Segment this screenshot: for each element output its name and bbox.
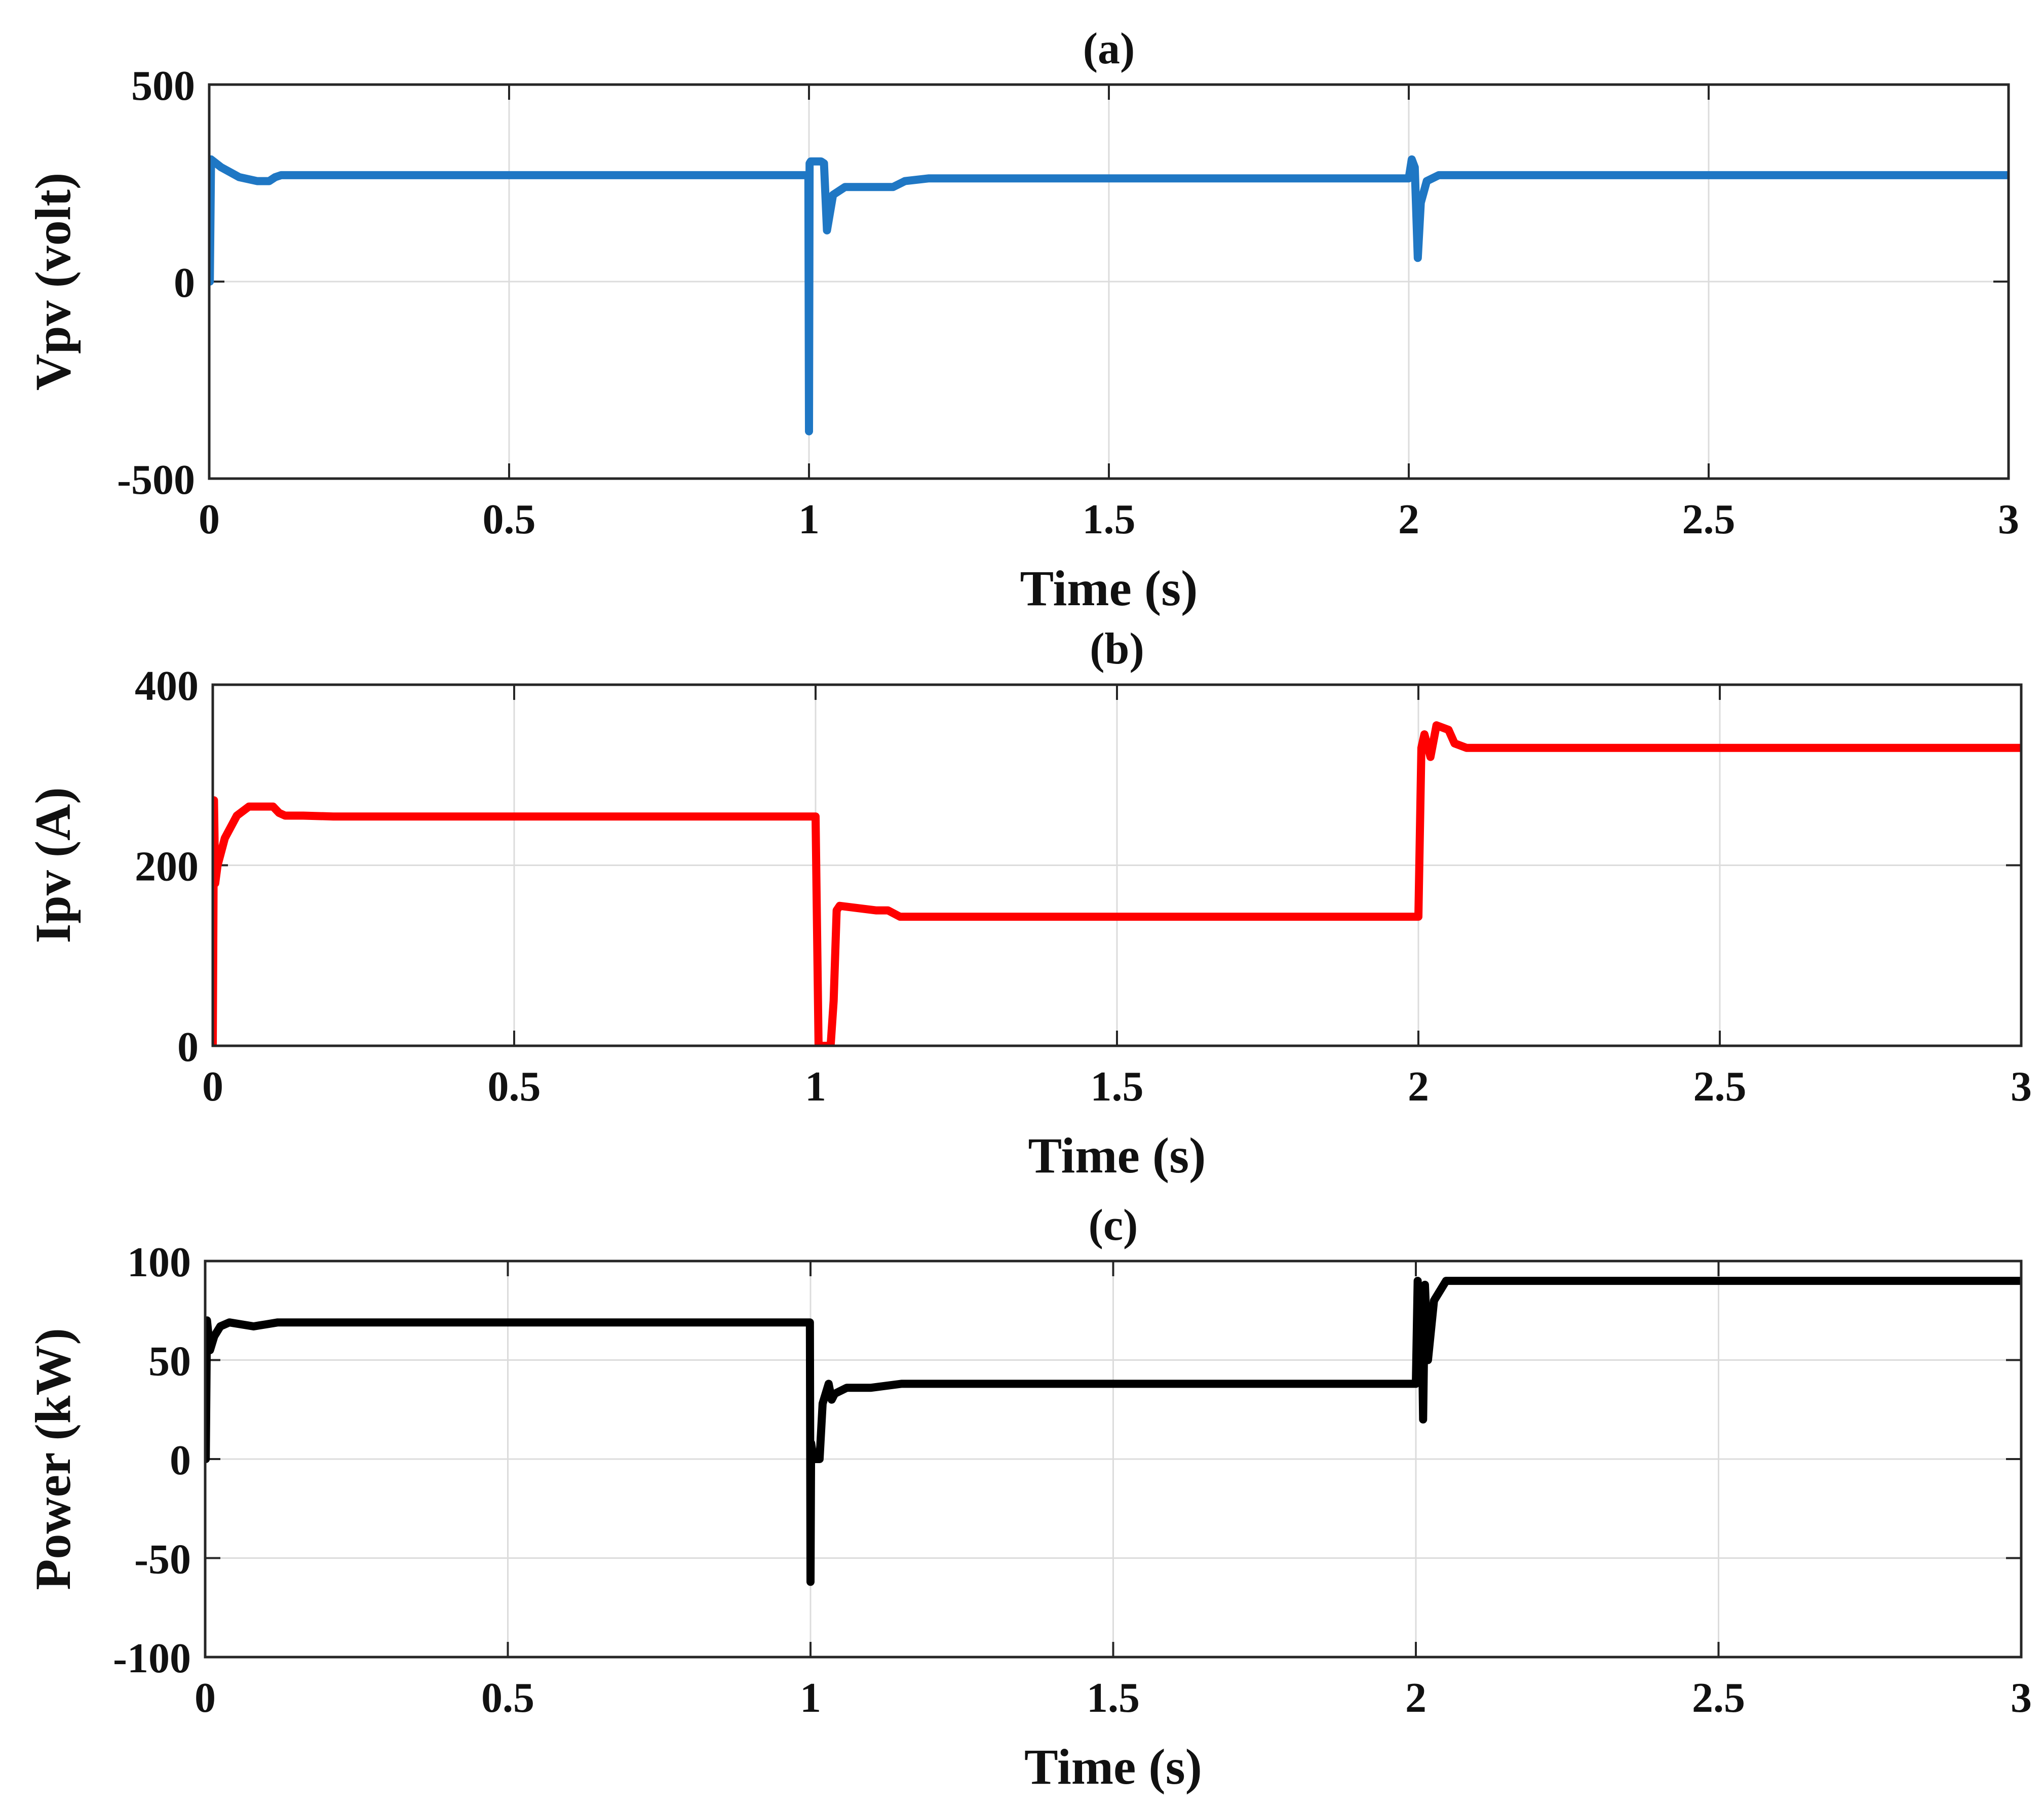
- y-tick-label: 100: [127, 1239, 191, 1286]
- y-tick-label: -100: [113, 1635, 191, 1682]
- x-tick-label: 1: [805, 1063, 826, 1110]
- plot-frame: [211, 683, 2023, 1047]
- y-tick-label: 0: [177, 1024, 199, 1071]
- x-tick-label: 2: [1408, 1063, 1429, 1110]
- x-tick-label: 3: [1998, 496, 2019, 543]
- series-line-vpv: [209, 155, 2009, 436]
- x-tick-label: 0.5: [483, 496, 536, 543]
- x-tick-label: 1: [798, 496, 820, 543]
- plot-frame: [208, 83, 2010, 480]
- series-line-ipv: [213, 721, 2021, 1046]
- chart-title: (a): [1083, 24, 1135, 73]
- y-tick-label: 0: [170, 1437, 191, 1484]
- y-tick-label: 500: [131, 62, 195, 109]
- x-tick-label: 1.5: [1091, 1063, 1144, 1110]
- chart-c: 0 0.5 1 1.5 2 2.5 3 -100 -50 0 50 100 (c) Time (s) Pow…: [25, 1201, 2032, 1795]
- plot-frame: [204, 1260, 2023, 1659]
- x-axis-label: Time (s): [1020, 560, 1198, 616]
- x-tick-label: 2: [1405, 1674, 1426, 1721]
- x-tick-label: 3: [2011, 1063, 2032, 1110]
- x-tick-label: 0.5: [488, 1063, 541, 1110]
- x-tick-label: 2.5: [1682, 496, 1736, 543]
- y-tick-label: 50: [148, 1338, 191, 1385]
- x-tick-label: 3: [2011, 1674, 2032, 1721]
- x-tick-label: 2.5: [1692, 1674, 1745, 1721]
- x-tick-label: 1.5: [1087, 1674, 1140, 1721]
- y-tick-label: 200: [135, 843, 199, 890]
- y-tick-label: 400: [135, 662, 199, 710]
- chart-title: (b): [1090, 624, 1144, 674]
- x-axis-label: Time (s): [1028, 1127, 1206, 1184]
- x-tick-label: 1.5: [1083, 496, 1136, 543]
- y-tick-label: -500: [117, 456, 195, 503]
- x-tick-label: 0: [195, 1674, 216, 1721]
- chart-title: (c): [1089, 1201, 1138, 1250]
- x-tick-label: 0: [199, 496, 220, 543]
- series-line-power: [205, 1277, 2021, 1586]
- x-tick-label: 2: [1398, 496, 1419, 543]
- chart-b: 0 0.5 1 1.5 2 2.5 3 0 200 400 (b) Time (s) Ipv (A): [25, 624, 2032, 1184]
- y-axis-label: Vpv (volt): [25, 173, 81, 391]
- y-axis-label: Ipv (A): [25, 787, 81, 943]
- x-axis-label: Time (s): [1024, 1739, 1202, 1795]
- x-tick-label: 0: [202, 1063, 223, 1110]
- y-axis-label: Power (kW): [25, 1328, 81, 1590]
- y-tick-label: 0: [174, 259, 195, 306]
- x-tick-label: 1: [800, 1674, 821, 1721]
- x-tick-label: 2.5: [1693, 1063, 1747, 1110]
- x-tick-label: 0.5: [481, 1674, 534, 1721]
- y-tick-label: -50: [134, 1536, 191, 1583]
